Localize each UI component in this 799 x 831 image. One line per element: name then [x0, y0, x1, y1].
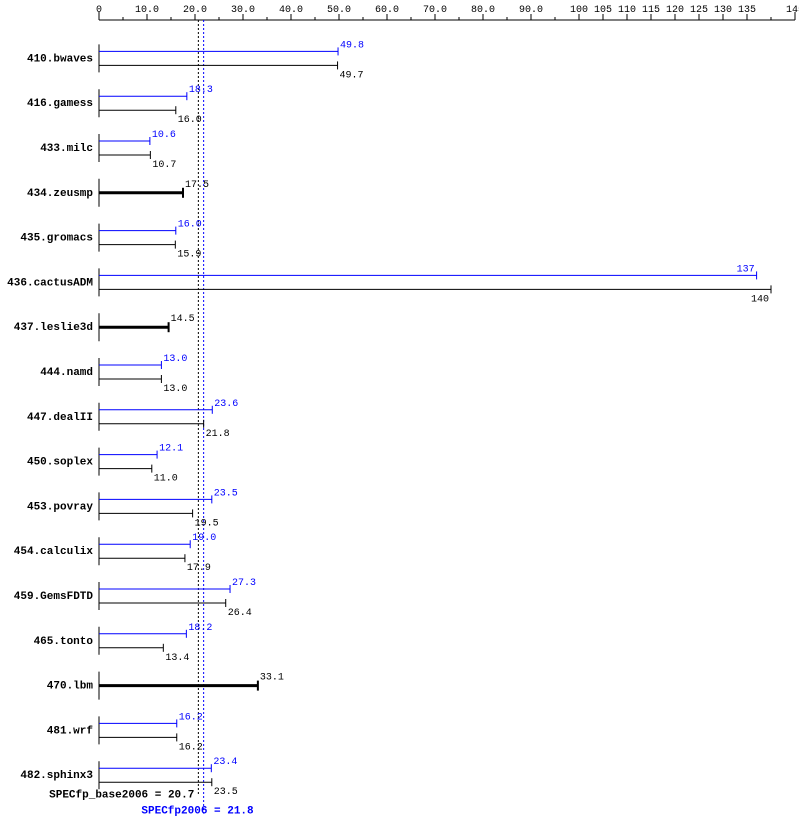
axis-tick-label: 115: [642, 5, 660, 16]
bench-label: 459.GemsFDTD: [14, 591, 94, 603]
axis-tick-label: 50.0: [327, 5, 351, 16]
bench-label: 481.wrf: [47, 725, 94, 737]
axis-tick-label: 135: [738, 5, 756, 16]
bench-label: 433.milc: [40, 143, 93, 155]
axis-tick-label: 60.0: [375, 5, 399, 16]
value-label-base: 33.1: [260, 673, 284, 684]
bench-label: 450.soplex: [27, 457, 93, 469]
axis-tick-label: 80.0: [471, 5, 495, 16]
value-label-peak: 18.3: [189, 85, 213, 96]
bench-label: 436.cactusADM: [7, 277, 93, 289]
specfp-chart: 0 10.0 20.0 30.0 40.0 50.0 60.0 70.0 80.0 90.0 100…: [0, 0, 799, 831]
axis-tick-label: 40.0: [279, 5, 303, 16]
value-label-base: 23.5: [214, 787, 238, 798]
value-label-base: 19.5: [195, 518, 219, 529]
bench-label: 465.tonto: [34, 636, 94, 648]
bench-label: 453.povray: [27, 501, 93, 513]
value-label-peak: 137: [737, 264, 755, 275]
bench-label: 447.dealII: [27, 412, 93, 424]
axis-tick-label: 145: [786, 5, 799, 16]
value-label-base: 26.4: [228, 608, 252, 619]
value-label-peak: 23.6: [214, 399, 238, 410]
summary-peak-label: SPECfp2006 = 21.8: [141, 806, 254, 818]
axis-tick-label: 20.0: [183, 5, 207, 16]
bench-label: 437.leslie3d: [14, 322, 93, 334]
value-label-peak: 27.3: [232, 578, 256, 589]
bench-label: 416.gamess: [27, 98, 93, 110]
axis-tick-label: 70.0: [423, 5, 447, 16]
bench-label: 434.zeusmp: [27, 188, 93, 200]
value-label-base: 13.0: [163, 384, 187, 395]
bench-label: 435.gromacs: [20, 233, 93, 245]
axis-tick-label: 0: [96, 5, 102, 16]
bench-label: 470.lbm: [47, 681, 94, 693]
axis-tick-label: 90.0: [519, 5, 543, 16]
axis-tick-label: 10.0: [135, 5, 159, 16]
axis-tick-label: 110: [618, 5, 636, 16]
bench-label: 454.calculix: [14, 546, 94, 558]
value-label-base: 15.9: [177, 250, 201, 261]
value-label-base: 16.0: [178, 115, 202, 126]
value-label-base: 49.7: [340, 70, 364, 81]
value-label-peak: 18.2: [188, 623, 212, 634]
value-label-peak: 23.4: [213, 757, 237, 768]
value-label-peak: 49.8: [340, 40, 364, 51]
summary-base-label: SPECfp_base2006 = 20.7: [49, 790, 194, 802]
axis-tick-label: 125: [690, 5, 708, 16]
value-label-base: 14.5: [171, 314, 195, 325]
axis-tick-label: 105: [594, 5, 612, 16]
value-label-peak: 16.2: [179, 712, 203, 723]
value-label-peak: 23.5: [214, 488, 238, 499]
value-label-base: 17.9: [187, 563, 211, 574]
value-label-base: 10.7: [152, 160, 176, 171]
value-label-peak: 12.1: [159, 444, 183, 455]
value-label-peak: 13.0: [163, 354, 187, 365]
axis-tick-label: 130: [714, 5, 732, 16]
value-label-base: 21.8: [206, 429, 230, 440]
value-label-base: 16.2: [179, 742, 203, 753]
bench-label: 444.namd: [40, 367, 93, 379]
value-label-base: 13.4: [165, 653, 189, 664]
value-label-peak: 19.0: [192, 533, 216, 544]
value-label-base: 11.0: [154, 474, 178, 485]
bench-label: 482.sphinx3: [20, 770, 93, 782]
bench-label: 410.bwaves: [27, 53, 93, 65]
value-label-peak: 10.6: [152, 130, 176, 141]
axis-tick-label: 100: [570, 5, 588, 16]
value-label-base: 140: [751, 294, 769, 305]
value-label-peak: 16.0: [178, 220, 202, 231]
axis-tick-label: 30.0: [231, 5, 255, 16]
value-label-base: 17.5: [185, 180, 209, 191]
axis-tick-label: 120: [666, 5, 684, 16]
